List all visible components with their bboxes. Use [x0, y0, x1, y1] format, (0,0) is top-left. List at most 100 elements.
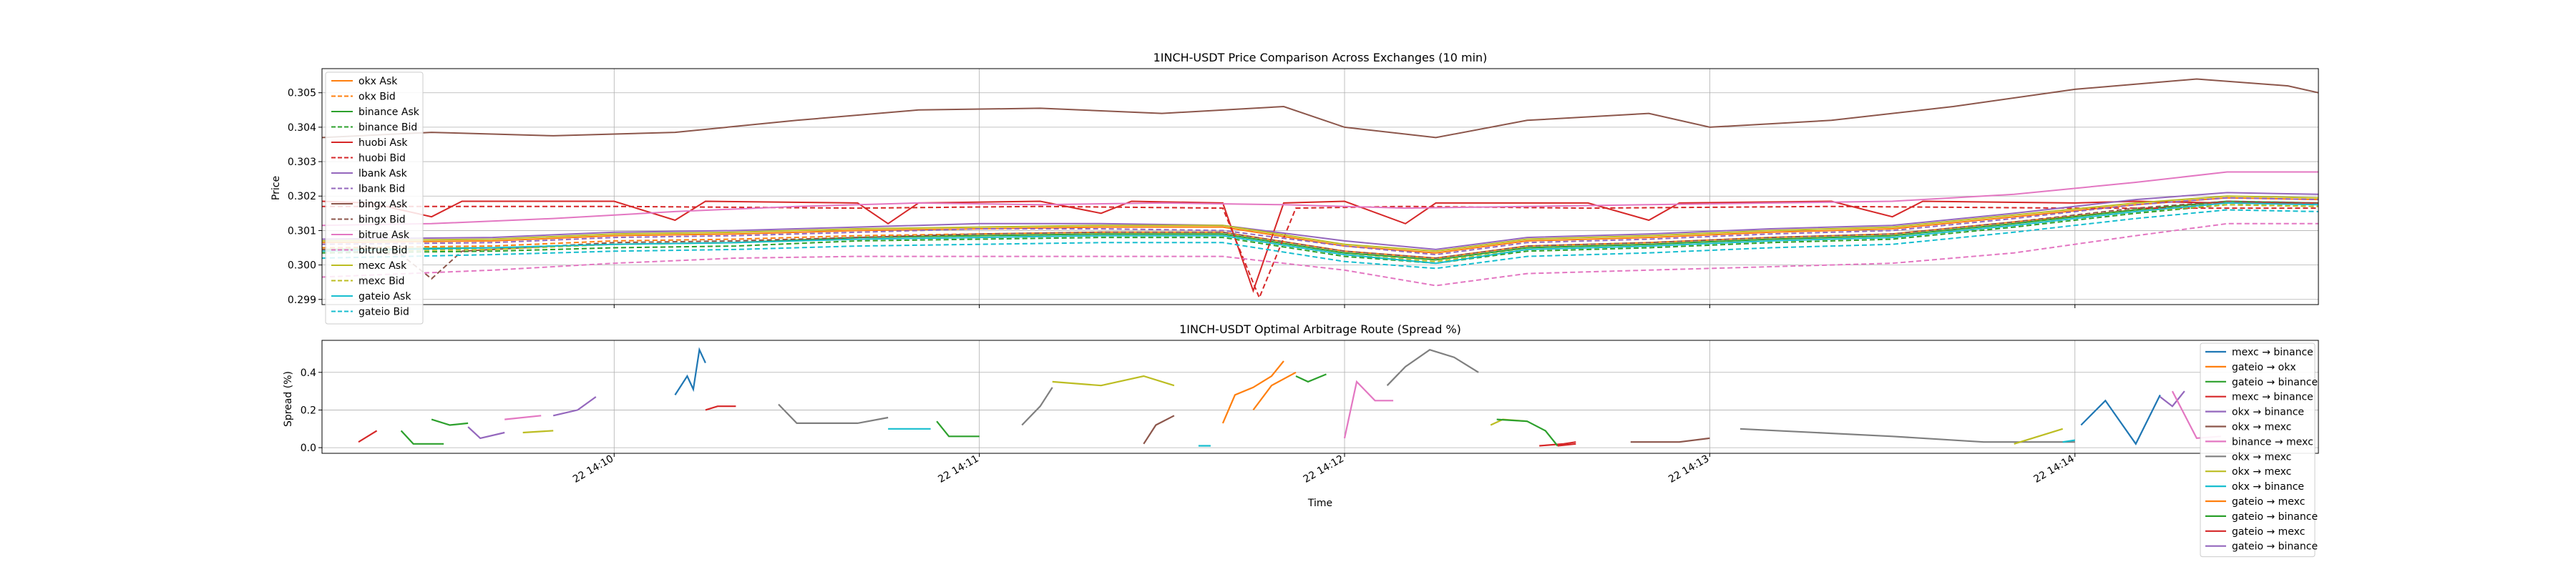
series-bitrue-ask: [321, 171, 2318, 227]
route-9-okx-binance: [2062, 439, 2075, 443]
route-legend-label-4: okx → binance: [2232, 407, 2304, 418]
price-chart-frame: [321, 68, 2319, 305]
route-4-okx-binance: [552, 396, 597, 417]
route-legend-label-10: gateio → mexc: [2232, 496, 2305, 508]
route-11-gateio-binance: [431, 418, 469, 426]
route-12-gateio-mexc: [358, 430, 378, 443]
price-chart-title: 1INCH-USDT Price Comparison Across Excha…: [1153, 51, 1488, 64]
series-lbank-ask: [321, 192, 2319, 250]
series-gateio-ask: [321, 202, 2319, 265]
route-legend-label-8: okx → mexc: [2232, 466, 2291, 478]
legend-label-mexc-ask: mexc Ask: [358, 260, 407, 272]
spread-chart-lines: [358, 347, 2221, 447]
legend-label-bingx-bid: bingx Bid: [358, 214, 406, 226]
price-ytick-label: 0.303: [288, 157, 316, 168]
route-legend-label-5: okx → mexc: [2232, 422, 2291, 433]
legend-label-binance-ask: binance Ask: [358, 107, 420, 118]
route-2-gateio-binance: [936, 420, 980, 438]
price-ytick-label: 0.301: [288, 225, 316, 237]
series-bingx-ask: [321, 78, 2319, 139]
route-8-okx-mexc: [522, 430, 554, 434]
series-huobi-ask: [321, 200, 2318, 293]
route-13-gateio-binance: [467, 426, 505, 440]
spread-chart-grid: [322, 340, 2318, 453]
series-gateio-bid: [321, 209, 2319, 270]
route-7-okx-mexc: [1021, 387, 1053, 426]
price-ytick-label: 0.305: [288, 88, 316, 99]
legend-label-bitrue-ask: bitrue Ask: [358, 230, 410, 241]
series-huobi-bid: [322, 205, 2318, 300]
route-legend-label-1: gateio → okx: [2232, 362, 2296, 373]
spread-chart-frame: [321, 340, 2319, 454]
route-legend-label-12: gateio → mexc: [2232, 526, 2305, 538]
spread-chart-legend: mexc → binance gateio → okx gateio → binan…: [2200, 342, 2318, 558]
spread-ytick-label: 0.0: [301, 443, 316, 454]
legend-label-huobi-ask: huobi Ask: [358, 137, 408, 149]
series-mexc-ask: [321, 195, 2319, 252]
spread-ytick-label: 0.4: [301, 368, 316, 379]
price-legend-box: [325, 72, 424, 325]
route-12-gateio-mexc: [1557, 443, 1576, 447]
route-legend-label-3: mexc → binance: [2232, 392, 2313, 403]
route-8-okx-mexc: [1052, 375, 1175, 387]
legend-label-bitrue-bid: bitrue Bid: [358, 245, 407, 257]
route-legend-label-11: gateio → binance: [2232, 511, 2318, 523]
route-10-gateio-mexc: [1252, 371, 1297, 411]
spread-chart-yaxis: 0.0 0.2 0.4: [301, 368, 322, 454]
spread-legend-box: [2200, 342, 2316, 558]
legend-label-mexc-bid: mexc Bid: [358, 276, 405, 287]
legend-label-okx-bid: okx Bid: [358, 92, 396, 103]
spread-chart-title: 1INCH-USDT Optimal Arbitrage Route (Spre…: [1179, 322, 1461, 336]
price-ytick-label: 0.304: [288, 122, 316, 134]
price-ytick-label: 0.302: [288, 191, 316, 202]
price-chart-legend: okx Ask okx Bid binance Ask binance Bid huob…: [325, 72, 424, 325]
legend-label-okx-ask: okx Ask: [358, 76, 398, 87]
route-legend-label-0: mexc → binance: [2232, 347, 2313, 358]
price-chart-yaxis: 0.299 0.300 0.301 0.302 0.303 0.304 0.305: [288, 88, 322, 306]
route-legend-label-9: okx → binance: [2232, 481, 2304, 493]
series-okx-ask: [321, 197, 2319, 254]
legend-label-gateio-bid: gateio Bid: [358, 307, 409, 318]
route-legend-label-13: gateio → binance: [2232, 541, 2318, 553]
spread-chart: 1INCH-USDT Optimal Arbitrage Route (Spre…: [283, 322, 2319, 558]
route-3-mexc-binance: [1539, 441, 1576, 447]
legend-label-lbank-bid: lbank Bid: [358, 184, 405, 195]
series-lbank-bid: [321, 197, 2319, 256]
route-5-okx-mexc: [1630, 437, 1710, 443]
route-2-gateio-binance: [400, 430, 444, 445]
series-bitrue-bid: [321, 222, 2318, 287]
route-7-okx-mexc: [778, 403, 889, 425]
spread-chart-ylabel: Spread (%): [283, 371, 294, 427]
price-chart-lines: [321, 78, 2319, 300]
route-3-mexc-binance: [705, 405, 736, 411]
price-chart-xaxis: [613, 305, 2076, 308]
legend-label-huobi-bid: huobi Bid: [358, 153, 406, 164]
series-binance-bid: [321, 204, 2319, 265]
route-0-mexc-binance: [2080, 394, 2161, 445]
route-8-okx-mexc: [2014, 428, 2064, 445]
price-chart: 1INCH-USDT Price Comparison Across Excha…: [270, 51, 2319, 325]
price-chart-ylabel: Price: [270, 176, 282, 200]
spread-chart-xlabel: Time: [1307, 498, 1332, 509]
legend-label-gateio-ask: gateio Ask: [358, 291, 411, 302]
spread-ytick-label: 0.2: [301, 405, 316, 416]
route-legend-label-2: gateio → binance: [2232, 377, 2318, 388]
route-5-okx-mexc: [1143, 415, 1175, 445]
route-2-gateio-binance: [1295, 373, 1327, 383]
route-6-binance-mexc: [504, 415, 542, 420]
route-legend-label-6: binance → mexc: [2232, 436, 2313, 448]
legend-label-lbank-ask: lbank Ask: [358, 168, 408, 179]
route-11-gateio-binance: [1496, 418, 1558, 447]
legend-label-binance-bid: binance Bid: [358, 122, 417, 134]
route-0-mexc-binance: [674, 347, 706, 395]
route-4-okx-binance: [2160, 390, 2185, 408]
route-1-gateio-okx: [1221, 360, 1284, 424]
route-7-okx-mexc: [1386, 348, 1479, 386]
price-ytick-label: 0.300: [288, 260, 316, 272]
route-6-binance-mexc: [1343, 380, 1394, 439]
price-ytick-label: 0.299: [288, 295, 316, 306]
route-7-okx-mexc: [1740, 428, 2075, 443]
route-legend-label-7: okx → mexc: [2232, 451, 2291, 463]
